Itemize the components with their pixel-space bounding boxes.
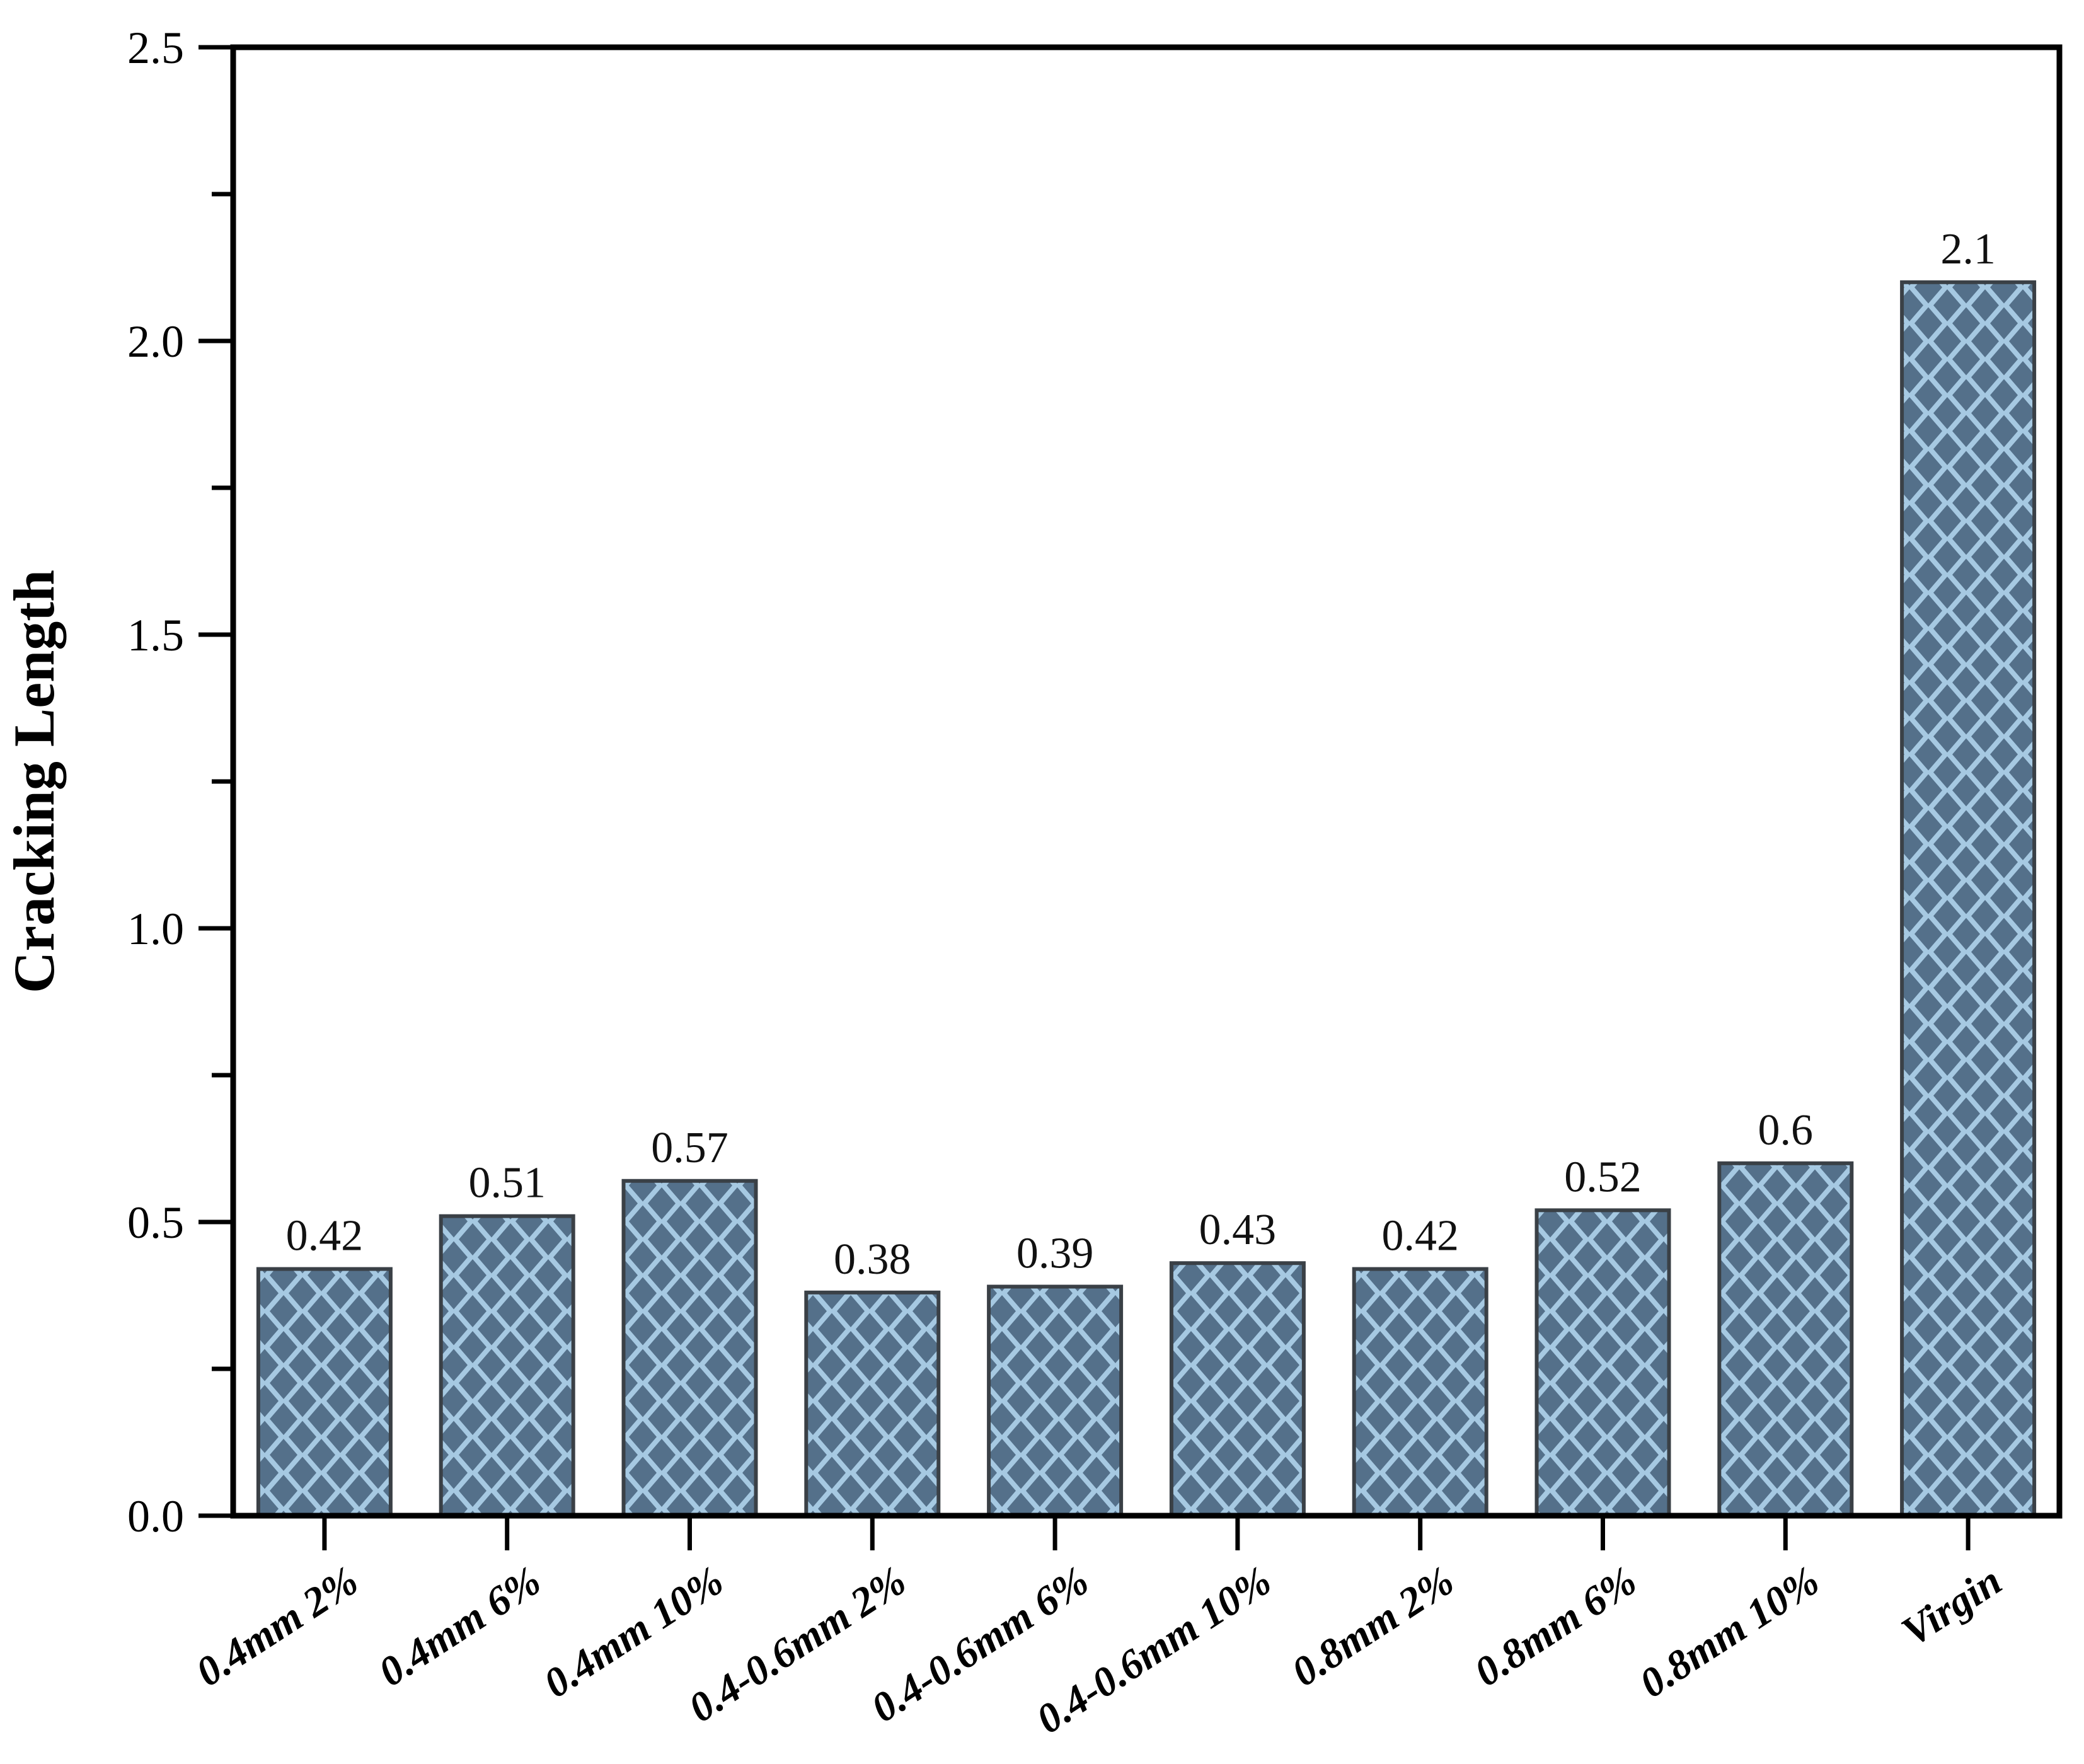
bar-value-label-4: 0.39	[1016, 1230, 1094, 1278]
bar-value-label-8: 0.6	[1758, 1106, 1814, 1155]
bar-value-label-1: 0.51	[468, 1159, 546, 1208]
bar-2	[621, 1179, 758, 1518]
bar-5	[1169, 1261, 1306, 1518]
bar-7	[1534, 1208, 1671, 1518]
bar-value-label-6: 0.42	[1381, 1212, 1459, 1260]
plot-border	[230, 44, 2063, 1519]
bar-4	[987, 1284, 1124, 1518]
bar-value-label-5: 0.43	[1199, 1206, 1277, 1254]
bar-value-label-3: 0.38	[834, 1235, 911, 1284]
bar-9	[1900, 280, 2037, 1518]
x-tick-label-6: 0.8mm 2%	[1284, 1557, 1462, 1695]
y-tick-label-0: 0.0	[127, 1491, 184, 1542]
bar-8	[1717, 1161, 1854, 1518]
bar-3	[804, 1290, 941, 1518]
bar-value-label-7: 0.52	[1564, 1153, 1642, 1201]
bar-value-label-9: 2.1	[1940, 225, 1996, 274]
y-axis-title: Cracking Length	[2, 570, 66, 993]
axes-group	[199, 44, 2063, 1550]
y-tick-label-4: 2.0	[127, 316, 184, 367]
bar-1	[439, 1214, 575, 1518]
x-tick-label-1: 0.4mm 6%	[371, 1557, 549, 1695]
bar-value-label-2: 0.57	[651, 1124, 728, 1172]
x-tick-label-0: 0.4mm 2%	[188, 1557, 366, 1695]
y-tick-label-1: 0.5	[127, 1197, 184, 1248]
y-tick-label-2: 1.0	[127, 904, 184, 954]
x-tick-label-9: Virgin	[1894, 1557, 2010, 1655]
x-tick-label-7: 0.8mm 6%	[1466, 1557, 1645, 1695]
y-tick-label-5: 2.5	[127, 23, 184, 73]
bar-value-label-0: 0.42	[286, 1212, 364, 1260]
y-tick-label-3: 1.5	[127, 610, 184, 660]
bar-6	[1352, 1267, 1488, 1518]
bar-0	[256, 1267, 393, 1518]
x-tick-label-8: 0.8mm 10%	[1632, 1557, 1827, 1707]
bars-group	[256, 280, 2037, 1518]
